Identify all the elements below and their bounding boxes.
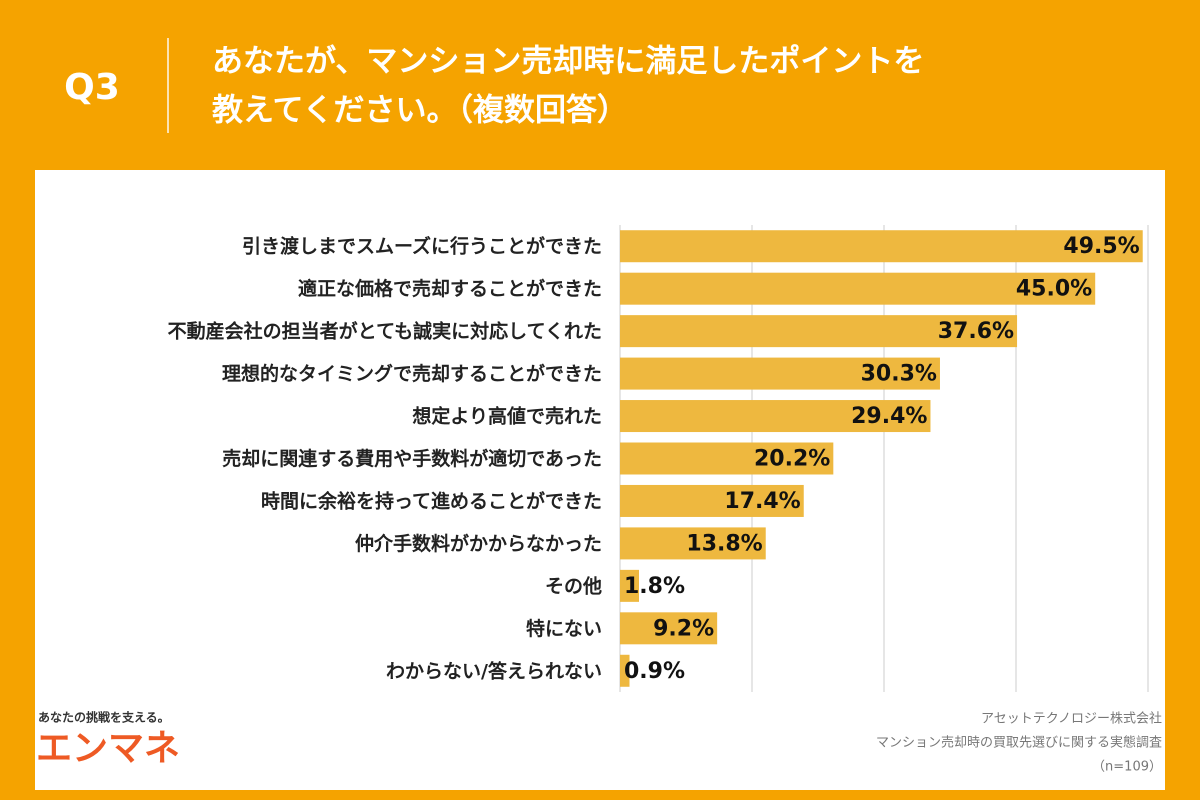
title-line: 教えてください。（複数回答）: [212, 93, 628, 129]
source: アセットテクノロジー株式会社: [981, 711, 1162, 727]
category-label: 特にない: [526, 618, 602, 640]
title-line: あなたが、マンション売却時に満足したポイントを: [212, 44, 924, 80]
value-label: 20.2%: [754, 447, 830, 472]
value-label: 29.4%: [851, 404, 927, 429]
value-label: 1.8%: [624, 574, 685, 599]
category-label: 不動産会社の担当者がとても誠実に対応してくれた: [168, 320, 602, 343]
source: （n=109）: [1092, 760, 1162, 775]
category-label: わからない/答えられない: [386, 659, 602, 682]
bar: [620, 315, 1018, 348]
category-label: 仲介手数料がかからなかった: [355, 532, 602, 555]
value-label: 30.3%: [861, 362, 937, 387]
value-label: 13.8%: [686, 531, 762, 556]
question-number: Q3: [64, 67, 120, 108]
category-label: 引き渡しまでスムーズに行うことができた: [242, 235, 602, 258]
bar: [620, 230, 1143, 263]
bar: [620, 527, 766, 560]
bar: [620, 612, 718, 645]
tagline: あなたの挑戦を支える。: [38, 710, 170, 725]
source: マンション売却時の買取先選びに関する実態調査: [876, 735, 1162, 751]
category-label: 想定より高値で売れた: [412, 405, 602, 428]
value-label: 45.0%: [1016, 277, 1092, 302]
value-label: 9.2%: [653, 616, 714, 641]
category-label: 売却に関連する費用や手数料が適切であった: [222, 447, 602, 470]
category-label: 適正な価格で売却することができた: [298, 277, 602, 300]
chart: 引き渡しまでスムーズに行うことができた 49.5% 適正な価格で売却することができた…: [168, 225, 1149, 692]
value-label: 49.5%: [1063, 234, 1139, 259]
value-label: 0.9%: [624, 659, 685, 684]
bar: [620, 357, 940, 390]
bar: [620, 484, 804, 517]
value-label: 37.6%: [938, 319, 1014, 344]
category-label: 時間に余裕を持って進めることができた: [261, 489, 602, 512]
logo: エンマネ: [36, 728, 180, 769]
panel: [35, 170, 1165, 790]
bar: [620, 272, 1096, 305]
category-label: その他: [545, 574, 602, 597]
value-label: 17.4%: [724, 489, 800, 514]
bar: [620, 654, 630, 687]
bar: [620, 569, 640, 602]
bar: [620, 442, 834, 475]
category-label: 理想的なタイミングで売却することができた: [222, 362, 602, 385]
bar: [620, 400, 931, 433]
